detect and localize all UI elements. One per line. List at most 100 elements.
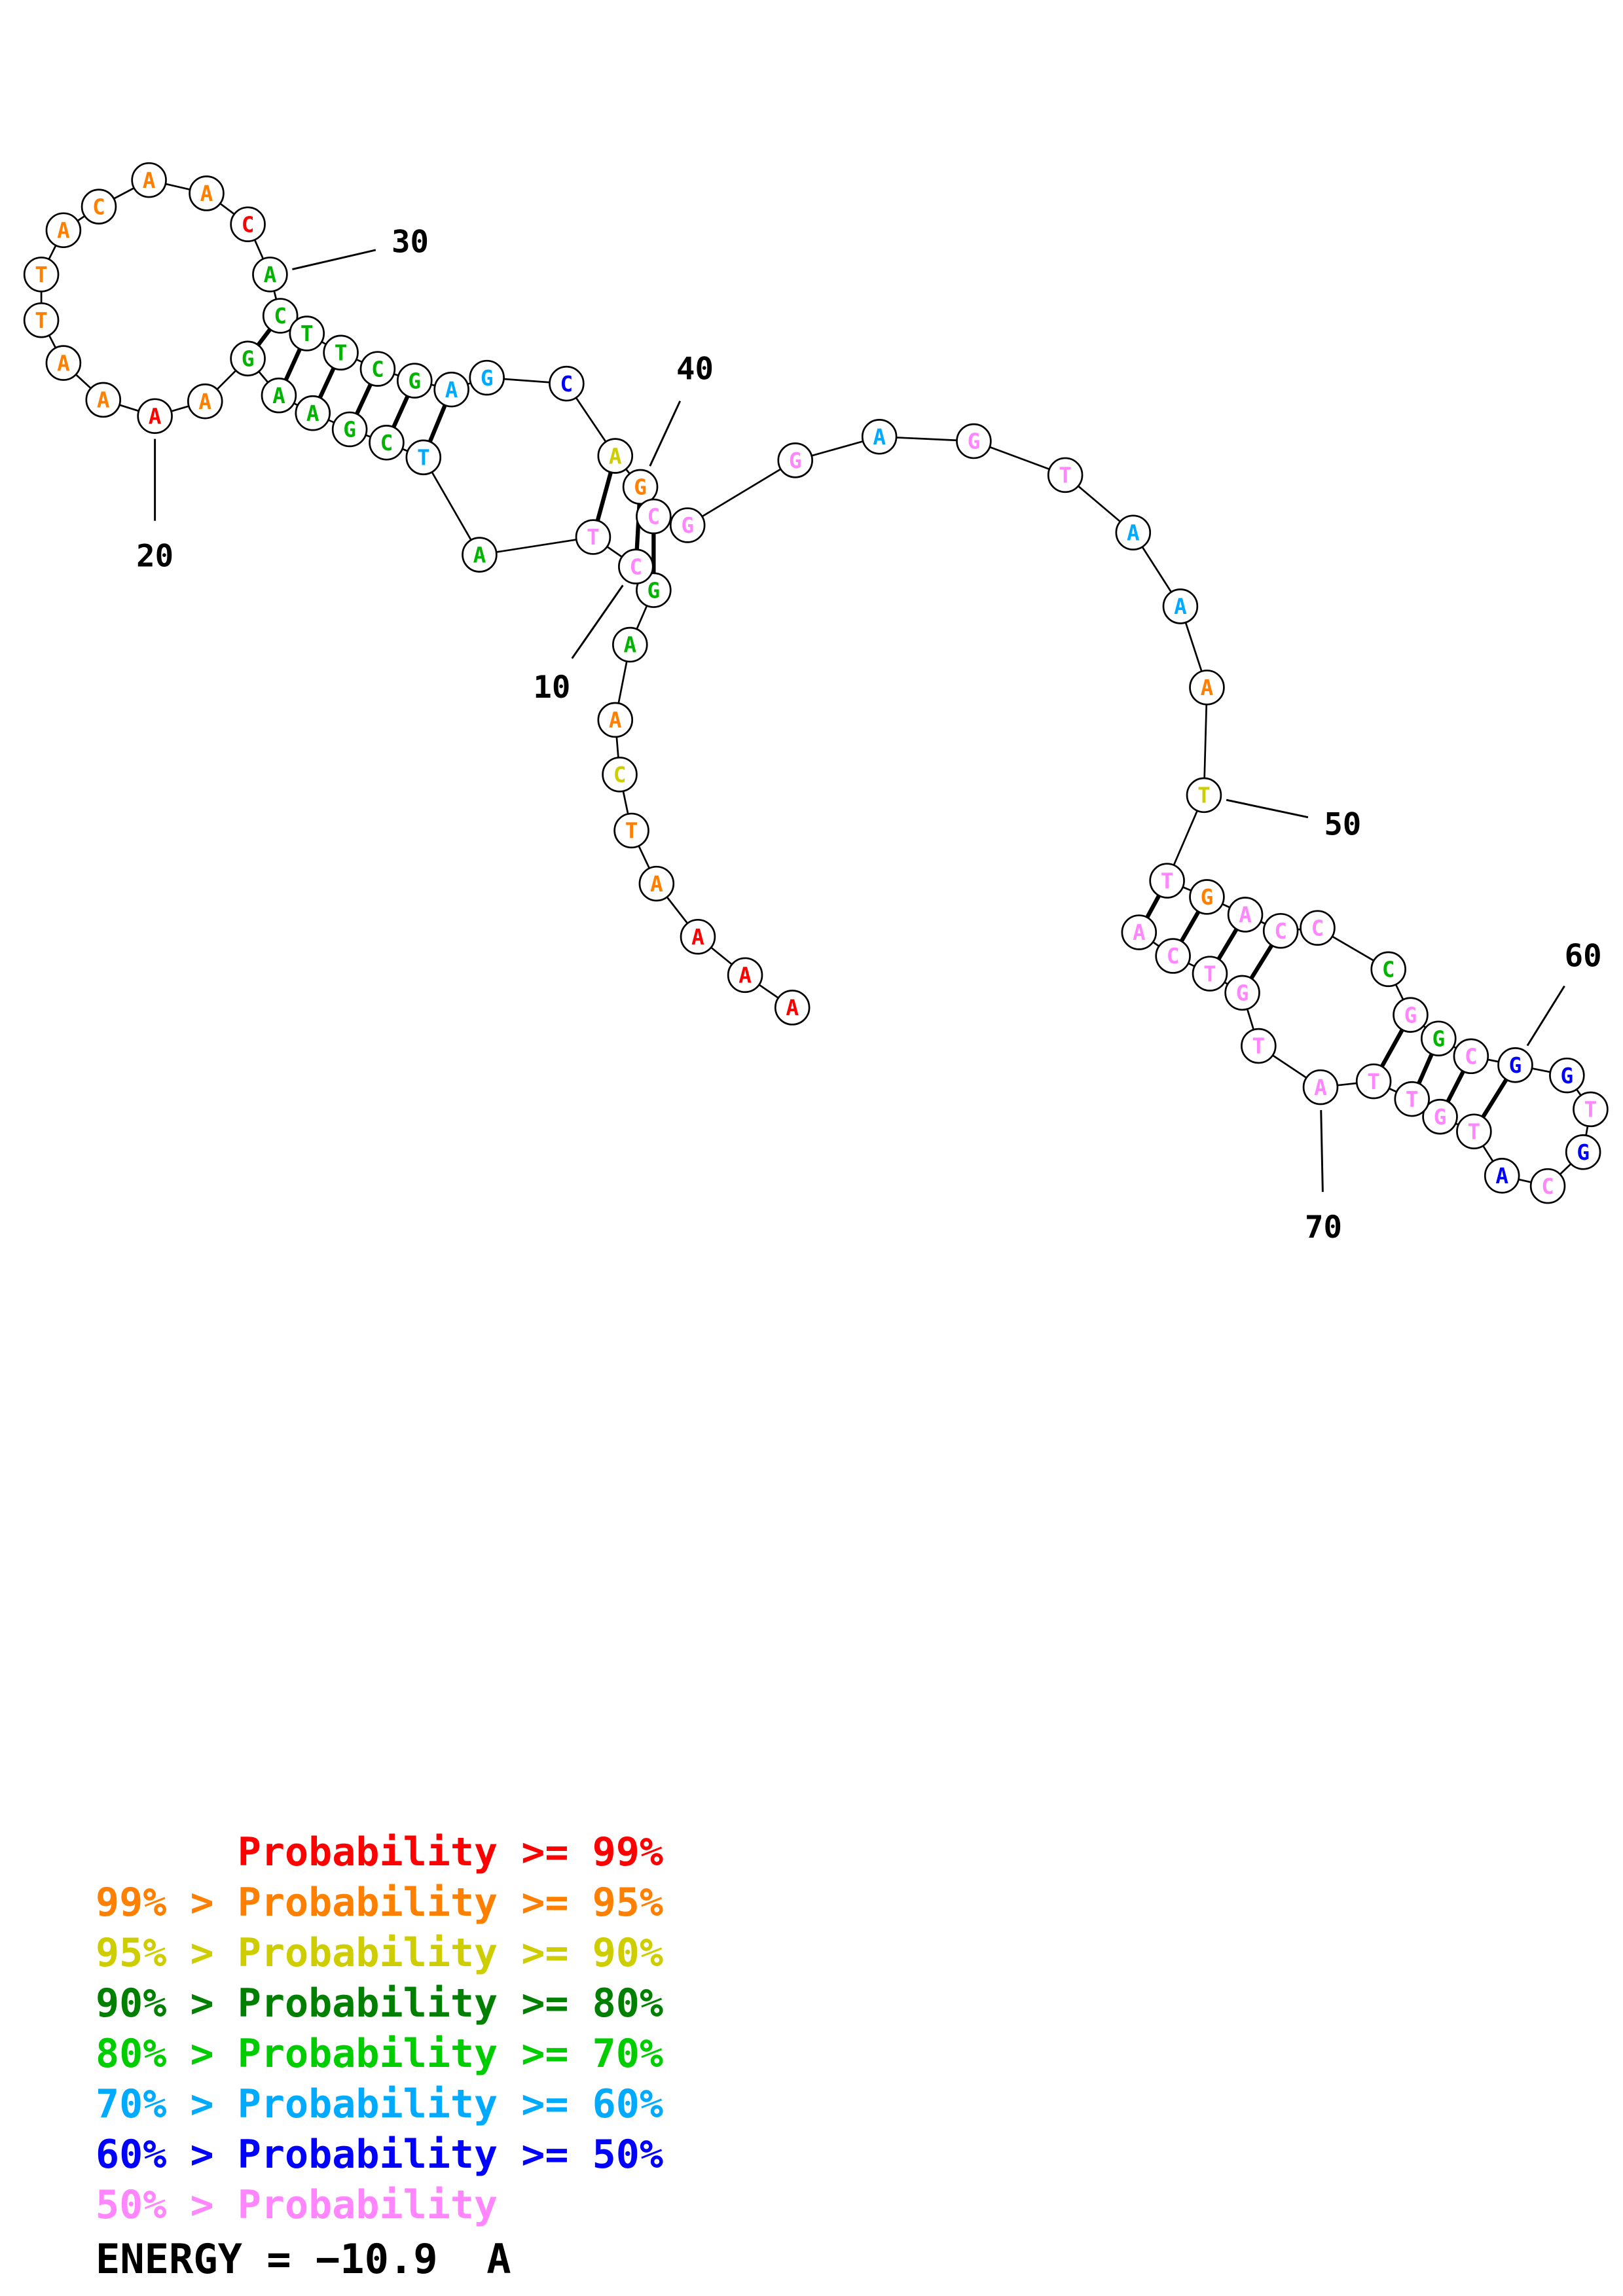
nucleotide-circle xyxy=(187,383,223,420)
position-label-50: 50 xyxy=(1324,807,1361,843)
nucleotide-letter: A xyxy=(272,384,285,408)
position-leader-line xyxy=(292,249,376,270)
nucleotide-circle xyxy=(549,365,585,402)
position-label-60: 60 xyxy=(1565,938,1602,974)
position-leader-line xyxy=(1526,985,1565,1047)
nucleotide-circle xyxy=(1422,1098,1458,1135)
nucleotide-letter: T xyxy=(35,308,48,333)
nucleotide-circle xyxy=(45,212,82,249)
nucleotide-circle xyxy=(23,302,60,338)
nucleotide-letter: C xyxy=(629,554,642,579)
nucleotide-circle xyxy=(189,175,225,211)
nucleotide-letter: A xyxy=(473,543,486,567)
nucleotide-letter: C xyxy=(1311,916,1324,941)
nucleotide-letter: G xyxy=(647,578,661,603)
nucleotide-circle xyxy=(359,351,396,387)
nucleotide-circle xyxy=(597,702,634,738)
nucleotide-circle xyxy=(369,425,405,461)
nucleotide-letter: C xyxy=(560,372,574,397)
nucleotide-circle xyxy=(774,990,811,1026)
legend-row-4: 80% > Probability >= 70% xyxy=(96,2031,663,2077)
nucleotide-letter: A xyxy=(198,389,211,414)
nucleotide-circle xyxy=(1162,588,1199,624)
nucleotide-circle xyxy=(1121,914,1158,950)
nucleotide-circle xyxy=(1421,1020,1457,1057)
legend-row-2: 95% > Probability >= 90% xyxy=(96,1930,663,1976)
nucleotide-circle xyxy=(252,257,288,293)
nucleotide-circle xyxy=(575,519,611,555)
nucleotide-circle xyxy=(1227,897,1264,933)
nucleotide-circle xyxy=(462,537,498,573)
nucleotide-letter: T xyxy=(1203,961,1216,986)
nucleotide-letter: G xyxy=(1561,1064,1574,1088)
nucleotide-circle xyxy=(1565,1134,1601,1170)
position-leader-line xyxy=(1320,1110,1324,1193)
nucleotide-letter: A xyxy=(1127,520,1140,545)
nucleotide-circle xyxy=(636,498,672,535)
position-leader-line xyxy=(571,584,624,659)
nucleotide-circle xyxy=(289,315,325,351)
nucleotide-circle xyxy=(1155,938,1191,974)
position-leader-line xyxy=(649,401,682,467)
nucleotide-letter: A xyxy=(609,708,622,733)
nucleotide-letter: A xyxy=(1133,920,1146,945)
nucleotide-circle xyxy=(85,382,122,418)
nucleotide-letter: G xyxy=(968,429,981,454)
legend-row-0: Probability >= 99% xyxy=(237,1829,663,1875)
nucleotide-letter: T xyxy=(1468,1119,1481,1144)
nucleotide-circle xyxy=(261,377,297,414)
nucleotide-circle xyxy=(777,442,813,478)
nucleotide-circle xyxy=(262,298,299,334)
nucleotide-letter: T xyxy=(625,819,638,844)
nucleotide-letter: G xyxy=(1432,1026,1445,1051)
position-leader-line xyxy=(1226,798,1309,819)
nucleotide-letter: G xyxy=(242,347,255,372)
nucleotide-circle xyxy=(1497,1047,1533,1083)
nucleotide-letter: T xyxy=(417,446,430,471)
nucleotide-letter: C xyxy=(647,505,661,529)
nucleotide-circle xyxy=(1047,457,1084,493)
backbone-segment xyxy=(479,536,594,556)
nucleotide-letter: G xyxy=(681,513,694,538)
nucleotide-letter: T xyxy=(587,525,600,550)
nucleotide-letter: A xyxy=(1495,1164,1508,1189)
nucleotide-letter: G xyxy=(634,475,647,500)
nucleotide-letter: T xyxy=(1367,1069,1380,1094)
nucleotide-letter: A xyxy=(57,218,70,243)
nucleotide-circle xyxy=(638,865,675,902)
nucleotide-letter: A xyxy=(57,351,70,376)
nucleotide-letter: A xyxy=(623,633,636,658)
nucleotide-letter: C xyxy=(613,762,627,787)
nucleotide-circle xyxy=(230,340,266,377)
nucleotide-circle xyxy=(1115,514,1152,551)
nucleotide-letter: T xyxy=(1406,1087,1419,1112)
nucleotide-circle xyxy=(331,411,368,448)
nucleotide-letter: G xyxy=(1434,1105,1447,1130)
nucleotide-letter: A xyxy=(739,963,752,988)
nucleotide-circle xyxy=(137,398,173,434)
nucleotide-circle xyxy=(23,257,60,293)
nucleotide-letter: A xyxy=(650,872,663,897)
nucleotide-letter: C xyxy=(1465,1045,1478,1069)
nucleotide-letter: A xyxy=(873,425,886,450)
legend-row-7: 50% > Probability xyxy=(96,2182,498,2228)
legend-row-5: 70% > Probability >= 60% xyxy=(96,2081,663,2127)
probability-legend: Probability >= 99% 99% > Probability >= 9… xyxy=(96,1827,663,2231)
nucleotide-letter: A xyxy=(264,262,277,287)
nucleotide-circle xyxy=(1192,956,1228,992)
backbone-segment xyxy=(1203,687,1208,795)
backbone-segment xyxy=(687,459,796,526)
nucleotide-letter: T xyxy=(1059,463,1072,488)
nucleotide-letter: A xyxy=(1174,594,1187,619)
nucleotide-circle xyxy=(1186,777,1222,814)
nucleotide-letter: T xyxy=(1252,1034,1266,1059)
nucleotide-circle xyxy=(613,812,649,849)
nucleotide-letter: A xyxy=(609,444,622,469)
nucleotide-letter: C xyxy=(1541,1174,1554,1199)
nucleotide-letter: C xyxy=(1274,919,1287,944)
nucleotide-circle xyxy=(602,757,638,793)
position-label-20: 20 xyxy=(136,539,173,575)
nucleotide-circle xyxy=(1241,1028,1277,1064)
nucleotide-letter: A xyxy=(97,388,110,413)
